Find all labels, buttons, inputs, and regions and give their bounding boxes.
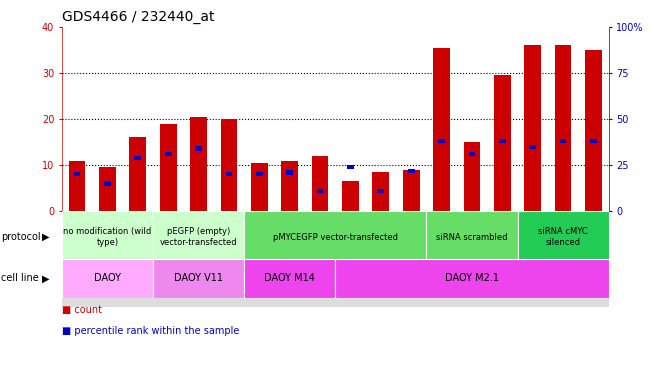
Bar (396, 211, 426, 307)
Bar (347, 165, 353, 169)
Bar (590, 139, 597, 143)
Bar (434, 48, 450, 211)
Bar (214, 211, 244, 307)
Text: protocol: protocol (1, 232, 40, 242)
Bar (378, 189, 384, 193)
Bar (135, 156, 141, 160)
Bar (244, 211, 275, 307)
Bar (525, 45, 541, 211)
Bar (62, 211, 92, 307)
Bar (464, 142, 480, 211)
Bar (286, 170, 293, 175)
Bar (335, 211, 366, 307)
Bar (317, 189, 324, 193)
Bar (494, 75, 510, 211)
Bar (305, 211, 335, 307)
Text: siRNA scrambled: siRNA scrambled (436, 233, 508, 242)
Bar (487, 211, 518, 307)
Bar (104, 182, 111, 185)
Bar (555, 45, 572, 211)
Bar (342, 181, 359, 211)
Bar (499, 139, 506, 143)
Text: DAOY M14: DAOY M14 (264, 273, 315, 283)
Bar (275, 211, 305, 307)
Bar (372, 172, 389, 211)
Bar (69, 161, 85, 211)
Text: DAOY M2.1: DAOY M2.1 (445, 273, 499, 283)
Bar (366, 211, 396, 307)
Bar (426, 211, 457, 307)
Bar (165, 152, 171, 156)
Bar (153, 211, 244, 263)
Bar (426, 211, 518, 263)
Bar (62, 211, 153, 263)
Bar (529, 145, 536, 149)
Bar (153, 211, 184, 307)
Text: GDS4466 / 232440_at: GDS4466 / 232440_at (62, 10, 214, 25)
Bar (122, 211, 153, 307)
Bar (244, 259, 335, 298)
Text: ■ percentile rank within the sample: ■ percentile rank within the sample (62, 326, 239, 336)
Bar (403, 170, 419, 211)
Text: DAOY V11: DAOY V11 (174, 273, 223, 283)
Bar (548, 211, 578, 307)
Bar (312, 156, 329, 211)
Text: pMYCEGFP vector-transfected: pMYCEGFP vector-transfected (273, 233, 398, 242)
Bar (221, 119, 237, 211)
Bar (335, 259, 609, 298)
Bar (226, 172, 232, 176)
Bar (560, 139, 566, 143)
Bar (92, 211, 122, 307)
Text: ■ count: ■ count (62, 305, 102, 315)
Bar (281, 161, 298, 211)
Bar (578, 211, 609, 307)
Text: no modification (wild
type): no modification (wild type) (63, 227, 152, 247)
Text: pEGFP (empty)
vector-transfected: pEGFP (empty) vector-transfected (159, 227, 238, 247)
Bar (195, 146, 202, 151)
Bar (469, 152, 475, 156)
Bar (153, 259, 244, 298)
Text: ▶: ▶ (42, 232, 50, 242)
Bar (518, 211, 609, 263)
Text: ▶: ▶ (42, 273, 50, 283)
Bar (585, 50, 602, 211)
Bar (518, 211, 548, 307)
Bar (244, 211, 426, 263)
Bar (256, 172, 262, 176)
Bar (438, 139, 445, 143)
Bar (74, 172, 80, 176)
Text: DAOY: DAOY (94, 273, 121, 283)
Bar (99, 167, 116, 211)
Text: cell line: cell line (1, 273, 38, 283)
Bar (130, 137, 146, 211)
Bar (251, 163, 268, 211)
Text: siRNA cMYC
silenced: siRNA cMYC silenced (538, 227, 588, 247)
Bar (408, 169, 415, 173)
Bar (190, 117, 207, 211)
Bar (457, 211, 487, 307)
Bar (184, 211, 214, 307)
Bar (62, 259, 153, 298)
Bar (159, 124, 176, 211)
